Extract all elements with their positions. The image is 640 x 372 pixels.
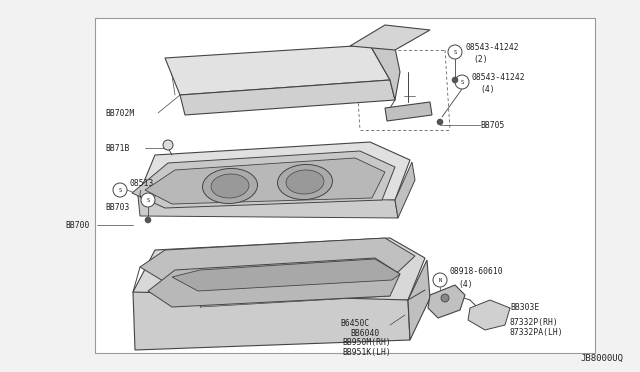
Text: BB303E: BB303E xyxy=(510,304,540,312)
Text: (4): (4) xyxy=(458,279,472,289)
Text: BB702M: BB702M xyxy=(105,109,134,118)
Text: ( 2): ( 2) xyxy=(138,189,157,199)
Polygon shape xyxy=(133,238,425,313)
Polygon shape xyxy=(350,25,430,50)
Polygon shape xyxy=(385,102,432,121)
Text: BB700: BB700 xyxy=(65,221,90,230)
Text: BB951K(LH): BB951K(LH) xyxy=(342,349,391,357)
Text: 08513-41642: 08513-41642 xyxy=(130,179,184,187)
Text: 87332P(RH): 87332P(RH) xyxy=(510,317,559,327)
Polygon shape xyxy=(428,285,465,318)
Ellipse shape xyxy=(278,164,332,199)
Text: BB71B: BB71B xyxy=(105,144,129,153)
Text: BB6040: BB6040 xyxy=(350,328,380,337)
Text: B6450C: B6450C xyxy=(340,318,369,327)
Ellipse shape xyxy=(286,170,324,194)
Polygon shape xyxy=(165,45,390,95)
Text: S: S xyxy=(460,80,463,84)
Polygon shape xyxy=(148,258,400,307)
Polygon shape xyxy=(132,151,395,208)
Polygon shape xyxy=(138,196,398,218)
Text: (2): (2) xyxy=(473,55,488,64)
Polygon shape xyxy=(408,260,430,340)
Ellipse shape xyxy=(202,169,257,203)
Text: S: S xyxy=(118,187,122,192)
Circle shape xyxy=(452,77,458,83)
Text: BB705: BB705 xyxy=(480,121,504,129)
Polygon shape xyxy=(138,142,410,213)
Circle shape xyxy=(145,217,151,223)
Circle shape xyxy=(433,273,447,287)
Circle shape xyxy=(437,119,443,125)
Polygon shape xyxy=(180,80,395,115)
Text: 08918-60610: 08918-60610 xyxy=(450,267,504,276)
Polygon shape xyxy=(172,259,400,291)
Bar xyxy=(95,18,595,353)
Ellipse shape xyxy=(211,174,249,198)
Circle shape xyxy=(141,193,155,207)
Circle shape xyxy=(163,140,173,150)
Circle shape xyxy=(441,294,449,302)
Circle shape xyxy=(455,75,469,89)
Text: BB703: BB703 xyxy=(105,202,129,212)
Text: S: S xyxy=(147,198,150,202)
Text: N: N xyxy=(438,278,442,282)
Text: 08543-41242: 08543-41242 xyxy=(465,42,518,51)
Text: JB8000UQ: JB8000UQ xyxy=(580,353,623,362)
Polygon shape xyxy=(370,45,400,100)
Circle shape xyxy=(448,45,462,59)
Text: BB950M(RH): BB950M(RH) xyxy=(342,339,391,347)
Circle shape xyxy=(113,183,127,197)
Text: 87332PA(LH): 87332PA(LH) xyxy=(510,328,564,337)
Polygon shape xyxy=(145,158,385,204)
Polygon shape xyxy=(133,292,410,350)
Polygon shape xyxy=(140,238,415,284)
Text: S: S xyxy=(453,49,456,55)
Polygon shape xyxy=(395,162,415,218)
Text: 08543-41242: 08543-41242 xyxy=(472,73,525,81)
Text: (4): (4) xyxy=(480,84,495,93)
Polygon shape xyxy=(468,300,510,330)
